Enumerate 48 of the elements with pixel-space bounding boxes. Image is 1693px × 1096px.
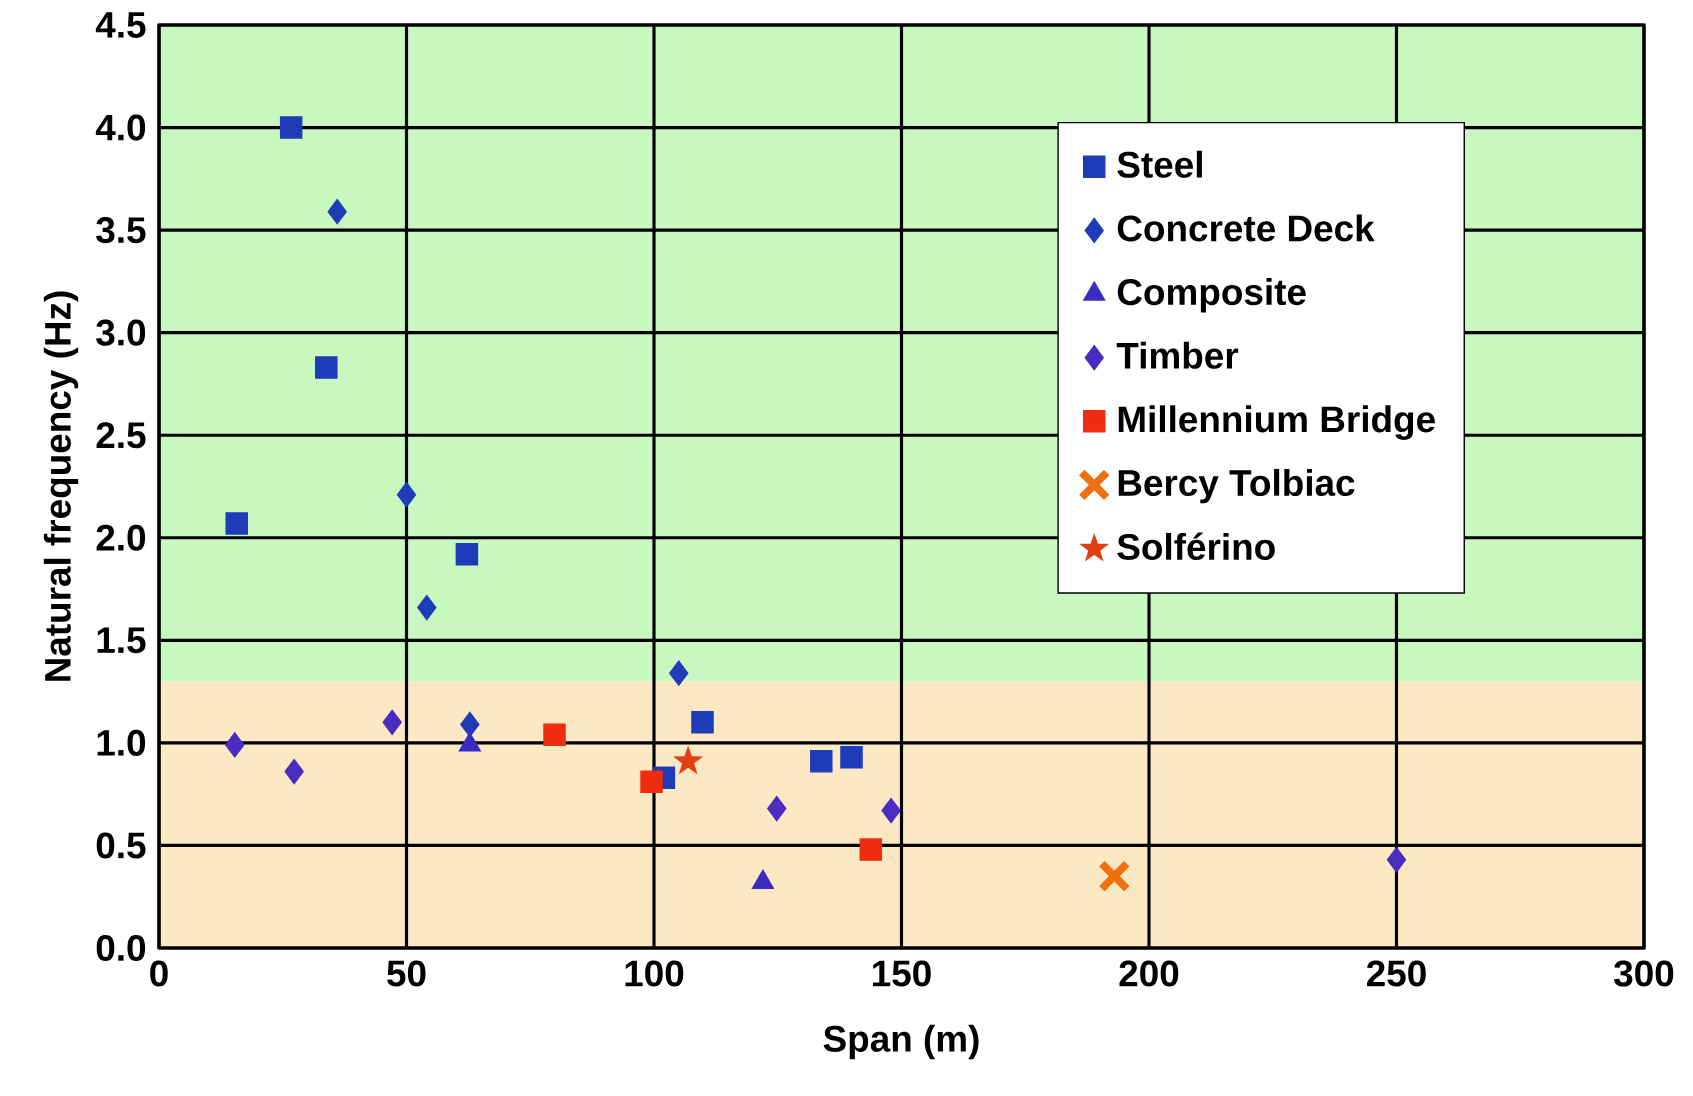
point: [455, 542, 479, 566]
point: [881, 797, 901, 824]
y-axis-title: Natural frequency (Hz): [43, 291, 79, 681]
y-tick-label: 0.5: [96, 832, 146, 859]
point: [225, 512, 248, 535]
point: [396, 482, 417, 508]
y-tick-label: 1.0: [97, 729, 146, 756]
y-tick-label: 2.0: [96, 524, 146, 551]
point: [1386, 847, 1407, 873]
y-tick-label: 2.5: [96, 422, 146, 449]
point: [767, 795, 787, 822]
point: [315, 356, 338, 379]
x-tick-label: 200: [1119, 960, 1179, 987]
y-tick-label: 4.0: [95, 114, 146, 141]
y-tick-label: 3.0: [96, 319, 146, 346]
legend-label: Steel: [1117, 150, 1202, 178]
x-tick-label: 50: [387, 960, 426, 987]
y-tick-label: 4.5: [95, 12, 146, 38]
point: [669, 660, 689, 686]
legend-label: Millennium Bridge: [1118, 405, 1435, 440]
point: [284, 758, 304, 785]
point: [810, 750, 833, 773]
point: [327, 199, 347, 225]
legend-label: Concrete Deck: [1117, 214, 1375, 242]
y-tick-label: 1.5: [97, 627, 146, 654]
point: [859, 838, 883, 861]
point: [417, 594, 437, 621]
x-tick-label: 0: [150, 960, 168, 987]
point: [640, 770, 663, 794]
point: [543, 723, 566, 746]
y-tick-label: 3.5: [96, 217, 146, 244]
y-tick-label: 0.0: [96, 934, 146, 962]
legend-label: Timber: [1116, 341, 1239, 369]
point: [225, 732, 245, 758]
point: [279, 116, 303, 139]
point: [840, 745, 863, 769]
x-tick-label: 300: [1614, 960, 1674, 987]
legend-label: Composite: [1117, 278, 1306, 313]
legend-label: Solférino: [1117, 532, 1275, 561]
point: [691, 711, 714, 734]
legend-label: Bercy Tolbiac: [1118, 468, 1355, 504]
x-tick-label: 150: [873, 960, 931, 987]
point: [673, 745, 704, 775]
x-tick-label: 100: [625, 960, 684, 987]
point: [382, 709, 402, 736]
x-axis-title: Span (m): [823, 1024, 979, 1060]
x-tick-label: 250: [1366, 960, 1426, 987]
point: [1098, 859, 1131, 893]
